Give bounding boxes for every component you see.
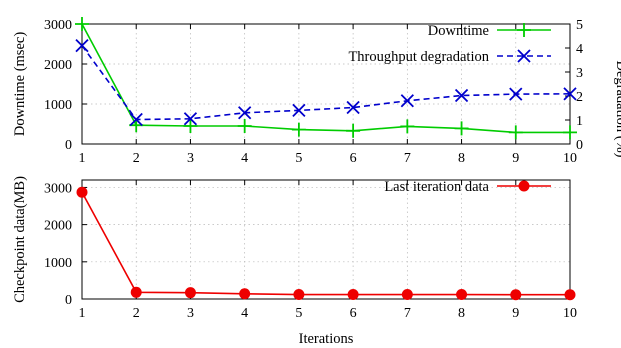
y-tick-label: 3000 (44, 18, 72, 33)
data-point (509, 87, 523, 101)
data-point (238, 106, 252, 120)
data-point (347, 289, 359, 301)
data-point (508, 125, 523, 140)
data-point (401, 289, 413, 301)
data-point (563, 87, 577, 101)
y-tick-label: 1000 (44, 98, 72, 113)
x-tick-label: 4 (241, 306, 248, 321)
legend-marker (517, 23, 531, 37)
data-point (183, 119, 198, 133)
y2-tick-label: 2 (576, 90, 583, 105)
x-tick-label: 4 (241, 151, 248, 166)
x-tick-label: 10 (563, 306, 577, 321)
data-point (293, 289, 305, 301)
data-point (563, 125, 577, 140)
legend-label: Last iteration data (384, 179, 489, 195)
x-tick-label: 6 (350, 151, 357, 166)
data-point (183, 112, 198, 126)
y-tick-label: 1000 (44, 256, 72, 271)
y-tick-label: 2000 (44, 58, 72, 73)
data-point (456, 289, 468, 301)
series-0 (75, 17, 577, 140)
legend-label: Downtime (428, 23, 489, 39)
y-tick-label: 2000 (44, 219, 72, 234)
data-point (76, 186, 88, 198)
y2-tick-label: 5 (576, 18, 583, 33)
x-tick-label: 8 (458, 306, 465, 321)
x-tick-label: 10 (563, 151, 577, 166)
data-point (184, 287, 196, 299)
x-tick-label: 8 (458, 151, 465, 166)
x-tick-label: 2 (133, 306, 140, 321)
legend-marker (518, 180, 530, 192)
data-point (564, 289, 576, 301)
y2-tick-label: 3 (576, 66, 583, 81)
x-tick-label: 3 (187, 151, 194, 166)
data-point (75, 17, 89, 31)
data-point (291, 122, 306, 137)
x-tick-label: 5 (295, 306, 302, 321)
x-tick-label: 6 (350, 306, 357, 321)
legend-marker (517, 49, 531, 63)
y2-tick-label: 1 (576, 114, 583, 129)
data-point (130, 286, 142, 298)
data-point (239, 288, 251, 300)
checkpoint-data-chart: 1 2 3 4 5 6 7 8 9 10 0 1000 2000 3000 Checkpoint data(… (12, 176, 577, 347)
data-point (400, 119, 415, 134)
x-tick-label: 5 (295, 151, 302, 166)
legend-label: Throughput degradation (348, 49, 489, 65)
y-tick-label: 0 (65, 138, 72, 153)
x-tick-label: 9 (512, 151, 519, 166)
y2-tick-label: 0 (576, 138, 583, 153)
y2-axis-title: Degradation (%) (613, 60, 621, 157)
data-point (510, 289, 522, 301)
x-tick-label: 9 (512, 306, 519, 321)
data-point (75, 38, 89, 53)
y-axis-title: Downtime (msec) (12, 32, 28, 136)
series-0 (76, 186, 576, 301)
data-point (454, 88, 469, 103)
data-point (129, 112, 143, 127)
data-point (346, 123, 361, 138)
y-tick-label: 3000 (44, 181, 72, 196)
series-line (81, 191, 570, 296)
x-axis-title: Iterations (299, 331, 354, 347)
data-point (237, 119, 252, 133)
data-point (292, 103, 306, 118)
y-axis-title: Checkpoint data(MB) (12, 176, 28, 303)
x-tick-label: 1 (79, 151, 86, 166)
series-line (81, 45, 571, 121)
series-1 (75, 38, 577, 127)
series-line (81, 23, 570, 134)
x-tick-label: 2 (133, 151, 140, 166)
data-point (454, 121, 469, 136)
x-tick-label: 7 (404, 151, 411, 166)
y-tick-label: 0 (65, 293, 72, 308)
x-tick-label: 1 (79, 306, 86, 321)
x-tick-label: 3 (187, 306, 194, 321)
plot-frame (81, 179, 571, 300)
data-point (346, 100, 360, 115)
x-tick-label: 7 (404, 306, 411, 321)
data-point (400, 94, 414, 108)
y2-tick-label: 4 (576, 42, 583, 57)
plot-frame (81, 23, 571, 145)
